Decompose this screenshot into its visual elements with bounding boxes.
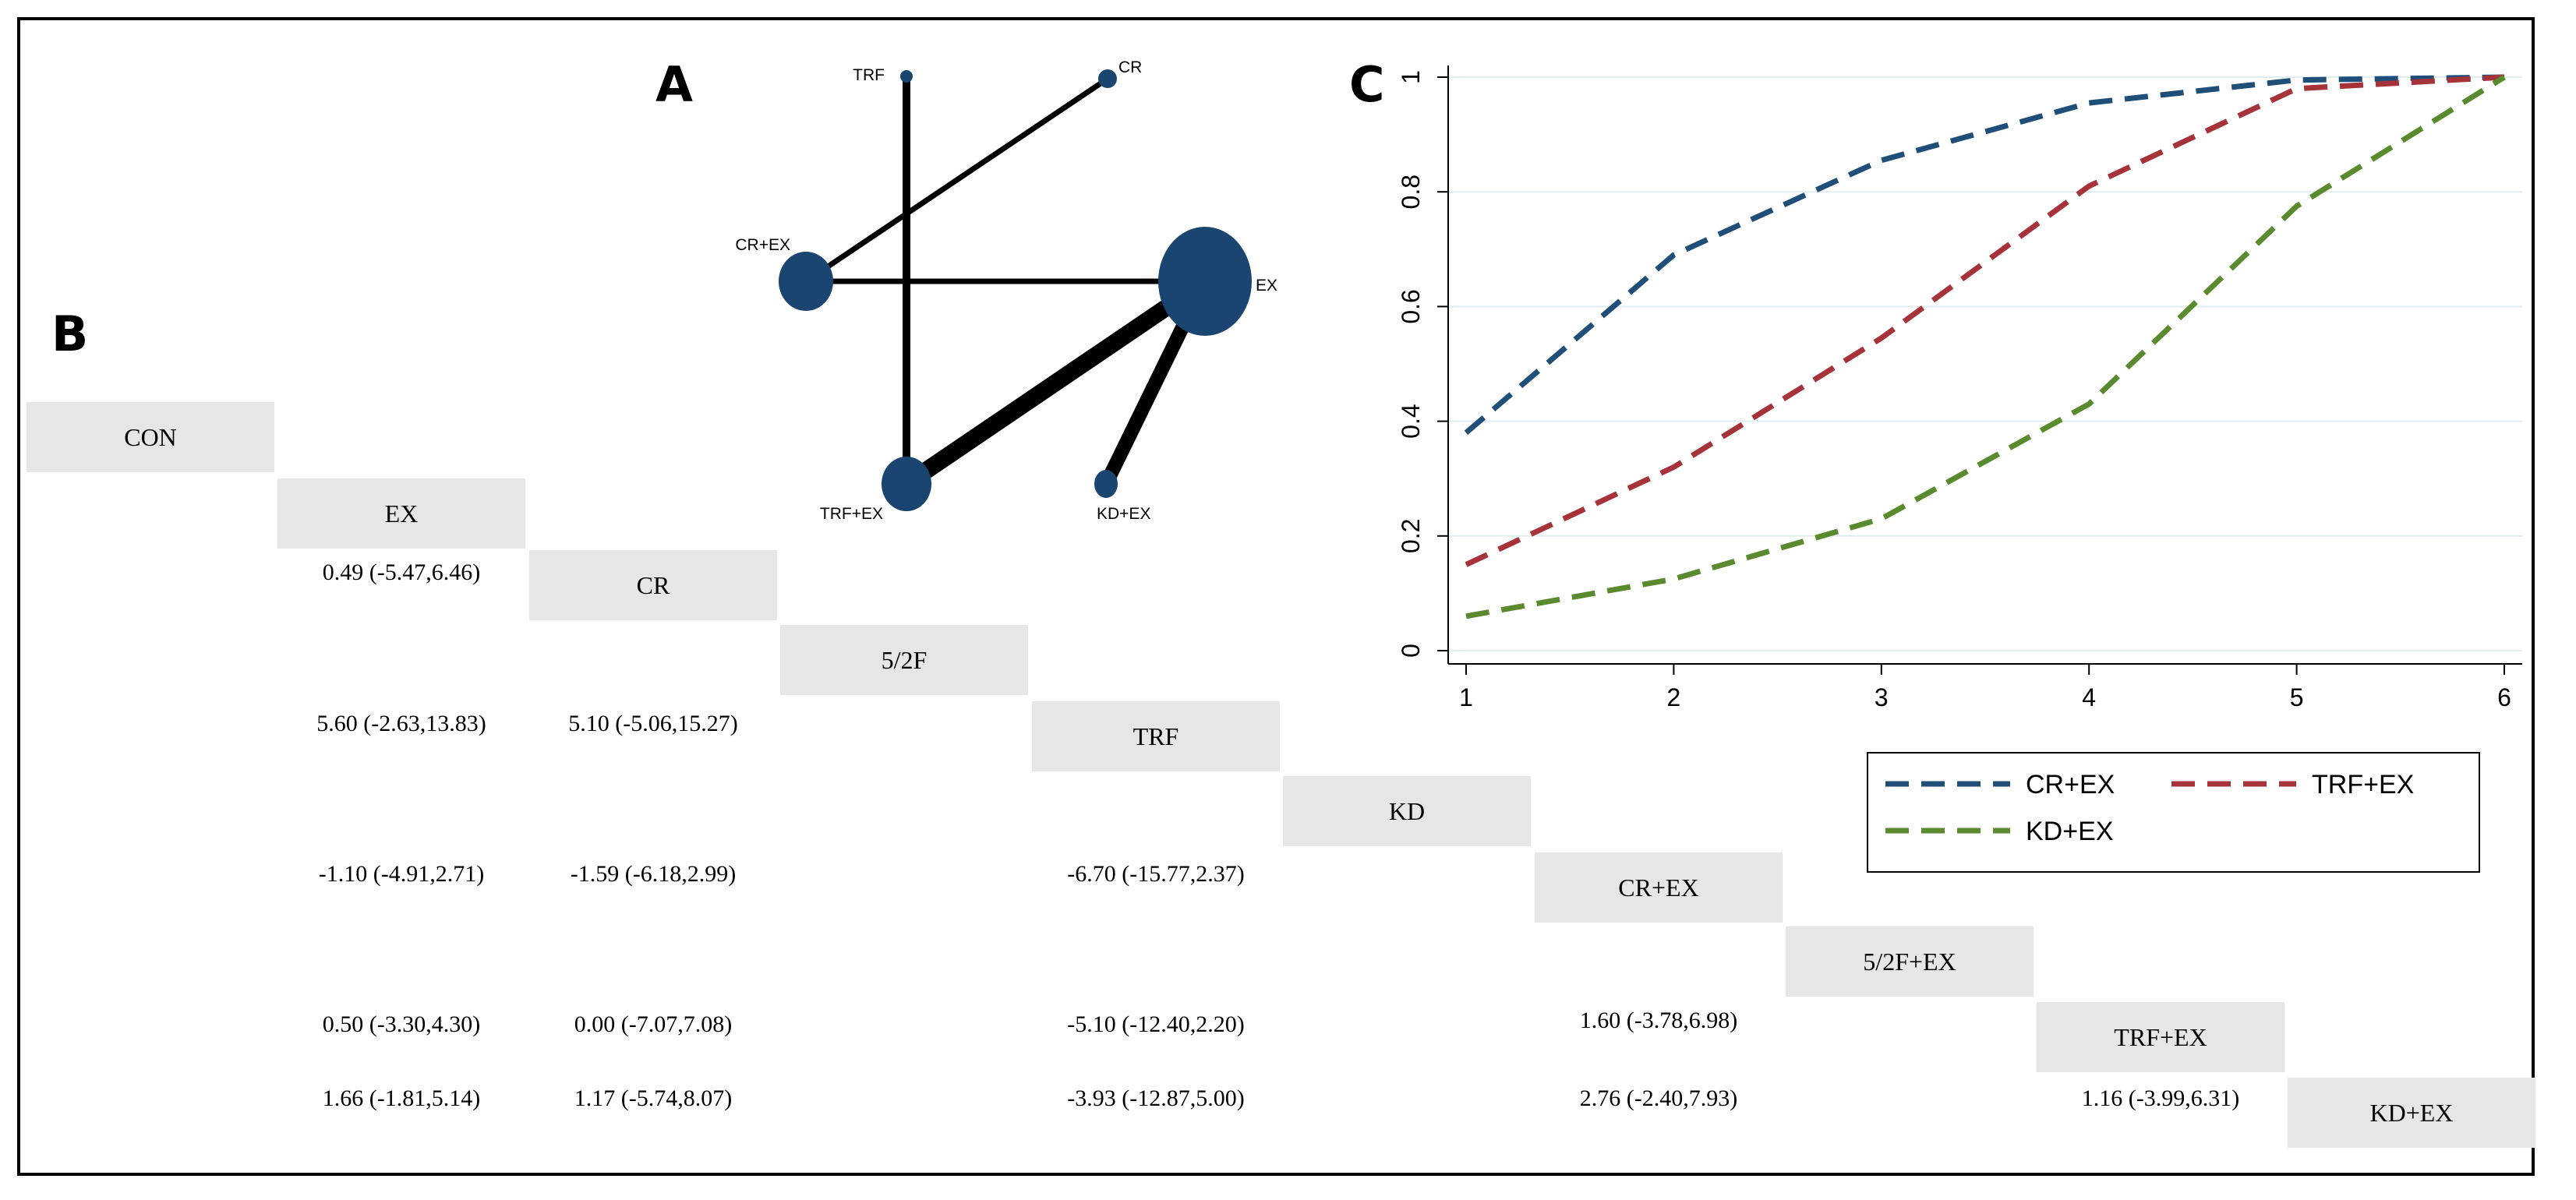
- network-node-label-ex: EX: [1256, 277, 1277, 295]
- league-cell: 5.60 (-2.63,13.83): [316, 711, 486, 736]
- legend-label-cr-plus-ex: CR+EX: [2026, 770, 2115, 799]
- network-node-trf-plus-ex: [882, 457, 931, 511]
- network-node-label-trf-plus-ex: TRF+EX: [820, 505, 883, 523]
- legend-label-trf-plus-ex: TRF+EX: [2312, 770, 2414, 799]
- network-node-trf: [900, 70, 913, 83]
- series-line-kd-plus-ex: [1465, 75, 2506, 619]
- legend-label-kd-plus-ex: KD+EX: [2026, 817, 2113, 846]
- league-cell: 1.16 (-3.99,6.31): [2081, 1085, 2240, 1111]
- league-cell: -6.70 (-15.77,2.37): [1067, 861, 1245, 887]
- y-tick-label: 0.4: [1397, 404, 1425, 438]
- league-diag-kd: KD: [1283, 776, 1531, 846]
- league-cell: -1.59 (-6.18,2.99): [570, 861, 737, 887]
- league-cell: 5.10 (-5.06,15.27): [568, 711, 738, 736]
- network-node-label-kd-plus-ex: KD+EX: [1097, 505, 1150, 523]
- league-diag-5-2f: 5/2F: [780, 625, 1028, 695]
- league-diag-ex: EX: [277, 478, 525, 549]
- series-line-cr-plus-ex: [1464, 74, 2505, 435]
- league-diag-trf-plus-ex: TRF+EX: [2037, 1002, 2284, 1072]
- league-cell: 1.66 (-1.81,5.14): [322, 1085, 481, 1111]
- panel-c-label: C: [1349, 56, 1385, 113]
- x-tick-label: 4: [2082, 683, 2096, 711]
- network-node-label-cr-plus-ex: CR+EX: [735, 236, 790, 254]
- league-cell: -3.93 (-12.87,5.00): [1067, 1085, 1245, 1111]
- league-diag-cr: CR: [529, 550, 777, 620]
- league-cell: 2.76 (-2.40,7.93): [1579, 1085, 1738, 1111]
- network-node-kd-plus-ex: [1094, 470, 1118, 498]
- panel-b-label: B: [51, 305, 89, 362]
- y-tick-label: 0.8: [1397, 175, 1425, 209]
- network-node-cr-plus-ex: [779, 252, 833, 311]
- panel-a-label: A: [655, 56, 693, 113]
- figure-frame: A TRF CR CR+EX EX TRF+EX KD+EX B CON EX CR 5/2F T…: [17, 17, 2535, 1176]
- league-cell: -5.10 (-12.40,2.20): [1067, 1011, 1245, 1037]
- x-tick-label: 3: [1875, 683, 1889, 711]
- league-cell: 1.60 (-3.78,6.98): [1579, 1008, 1738, 1033]
- league-diag-cr-plus-ex: CR+EX: [1535, 852, 1783, 923]
- network-plot: TRF CR CR+EX EX TRF+EX KD+EX: [735, 58, 1277, 523]
- cumulative-ranking-chart: 0 0.2 0.4 0.6 0.8 1 1 2 3 4 5 6 CR+EX TRF+EX KD+EX: [1397, 65, 2522, 873]
- network-node-label-trf: TRF: [853, 66, 885, 84]
- x-tick-label: 5: [2290, 683, 2304, 711]
- network-node-ex: [1158, 227, 1252, 336]
- network-edge-ex-trf-plus-ex: [901, 274, 1210, 492]
- network-node-label-cr: CR: [1118, 58, 1142, 76]
- y-tick-label: 0.6: [1397, 289, 1425, 323]
- league-cell: 1.17 (-5.74,8.07): [574, 1085, 733, 1111]
- series-line-trf-plus-ex: [1465, 74, 2505, 567]
- x-tick-label: 6: [2497, 683, 2511, 711]
- y-tick-label: 0: [1397, 644, 1425, 658]
- y-tick-label: 1: [1397, 70, 1425, 84]
- league-cell: -1.10 (-4.91,2.71): [318, 861, 485, 887]
- league-cell: 0.00 (-7.07,7.08): [574, 1011, 733, 1037]
- league-cell: 0.50 (-3.30,4.30): [322, 1011, 481, 1037]
- x-tick-label: 1: [1459, 683, 1473, 711]
- x-tick-label: 2: [1667, 683, 1681, 711]
- league-diag-5-2f-plus-ex: 5/2F+EX: [1786, 926, 2034, 997]
- league-diag-con: CON: [27, 402, 274, 472]
- y-tick-label: 0.2: [1397, 519, 1425, 553]
- legend-box: [1867, 752, 2480, 873]
- network-edge-cr-cr-plus-ex: [804, 76, 1109, 284]
- league-diag-kd-plus-ex: KD+EX: [2288, 1078, 2535, 1148]
- league-diag-trf: TRF: [1032, 701, 1280, 771]
- network-node-cr: [1098, 69, 1117, 88]
- league-cell: 0.49 (-5.47,6.46): [322, 559, 481, 585]
